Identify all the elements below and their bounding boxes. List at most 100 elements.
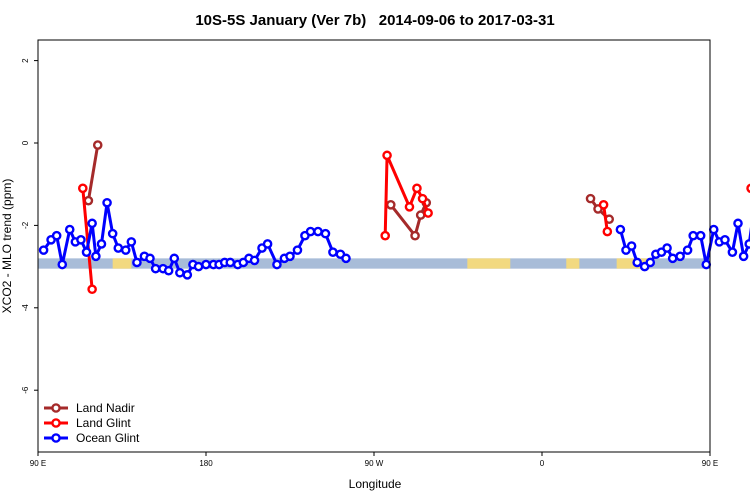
series-line (389, 202, 428, 238)
data-point (262, 239, 273, 249)
data-point (626, 241, 637, 251)
legend-item: Ocean Glint (44, 431, 140, 445)
data-point (76, 235, 86, 245)
data-point (225, 257, 236, 268)
data-point (598, 199, 609, 210)
data-point (78, 183, 88, 194)
data-point (701, 259, 712, 270)
data-point (662, 243, 672, 253)
y-tick-label: -2 (21, 221, 30, 229)
data-point (201, 259, 211, 270)
data-point (744, 239, 750, 249)
data-point (87, 218, 97, 229)
data-point (272, 259, 282, 270)
data-point (91, 251, 101, 262)
data-point (412, 183, 422, 194)
x-axis-title: Longitude (349, 477, 402, 491)
x-tick-label: 90 E (702, 459, 718, 468)
y-tick-label: -6 (21, 386, 30, 394)
x-tick-label: 0 (540, 459, 545, 468)
data-point (341, 253, 351, 264)
data-point (182, 270, 193, 280)
data-point (320, 228, 331, 239)
data-point (102, 197, 112, 208)
data-point (385, 199, 396, 210)
series-line (81, 188, 94, 290)
data-point (682, 245, 693, 255)
data-point (313, 226, 323, 237)
data-point (285, 251, 295, 262)
data-point (305, 226, 316, 237)
legend-marker (51, 418, 61, 428)
y-axis-title: XCO2 - MLO trend (ppm) (0, 179, 14, 314)
data-point (120, 245, 131, 255)
data-point (645, 257, 656, 268)
data-point (688, 230, 699, 241)
data-point (585, 193, 596, 204)
data-point (169, 253, 180, 264)
y-tick-label: 2 (21, 58, 30, 63)
data-point (602, 226, 613, 237)
data-point (727, 247, 738, 257)
series-land-glint (78, 150, 750, 295)
data-point (83, 195, 94, 206)
data-point (423, 208, 433, 218)
x-axis: 90 E 180 90 W 0 90 E (30, 452, 718, 468)
data-point (404, 202, 415, 212)
data-point (292, 245, 303, 255)
data-point (675, 251, 685, 262)
legend-label: Ocean Glint (76, 431, 140, 445)
y-axis: 2 0 -2 -4 -6 (21, 58, 38, 394)
data-point (415, 210, 426, 220)
chart-title: 10S-5S January (Ver 7b) 2014-09-06 to 20… (195, 12, 554, 29)
data-point (328, 247, 338, 257)
data-point (132, 257, 142, 268)
series-ocean-glint (38, 197, 750, 280)
data-point (64, 224, 75, 235)
ocean-band (38, 258, 710, 269)
data-point (96, 239, 107, 249)
series-line (618, 221, 750, 269)
x-tick-label: 90 E (30, 459, 46, 468)
series-line (86, 144, 100, 201)
data-point (708, 224, 719, 235)
data-point (107, 228, 118, 239)
y-tick-label: 0 (21, 140, 30, 145)
data-point (87, 284, 97, 295)
land-band-segment (467, 258, 511, 269)
series-layer (38, 140, 750, 295)
x-tick-label: 90 W (365, 459, 384, 468)
data-point (81, 247, 92, 257)
data-point (615, 224, 626, 235)
data-point (150, 263, 161, 274)
land-band-segment (112, 258, 132, 269)
data-point (380, 230, 391, 241)
data-point (632, 257, 643, 268)
y-tick-label: -4 (21, 304, 30, 312)
data-point (175, 267, 185, 278)
data-point (720, 235, 730, 245)
data-point (57, 259, 68, 270)
data-point (38, 245, 49, 255)
data-point (695, 230, 706, 241)
legend-item: Land Nadir (44, 401, 135, 415)
data-point (382, 150, 392, 161)
legend-label: Land Glint (76, 416, 131, 430)
data-point (249, 255, 260, 266)
data-point (746, 183, 750, 193)
data-point (733, 218, 743, 229)
legend-item: Land Glint (44, 416, 131, 430)
land-band-segment (566, 258, 580, 269)
legend-marker (51, 433, 61, 443)
data-point (163, 265, 174, 276)
data-point (410, 230, 420, 241)
data-point (113, 243, 124, 253)
plot-frame (37, 39, 711, 453)
data-point (667, 253, 678, 264)
x-tick-label: 180 (199, 459, 213, 468)
legend-marker (51, 403, 61, 413)
data-point (126, 237, 137, 247)
data-point (145, 253, 155, 264)
